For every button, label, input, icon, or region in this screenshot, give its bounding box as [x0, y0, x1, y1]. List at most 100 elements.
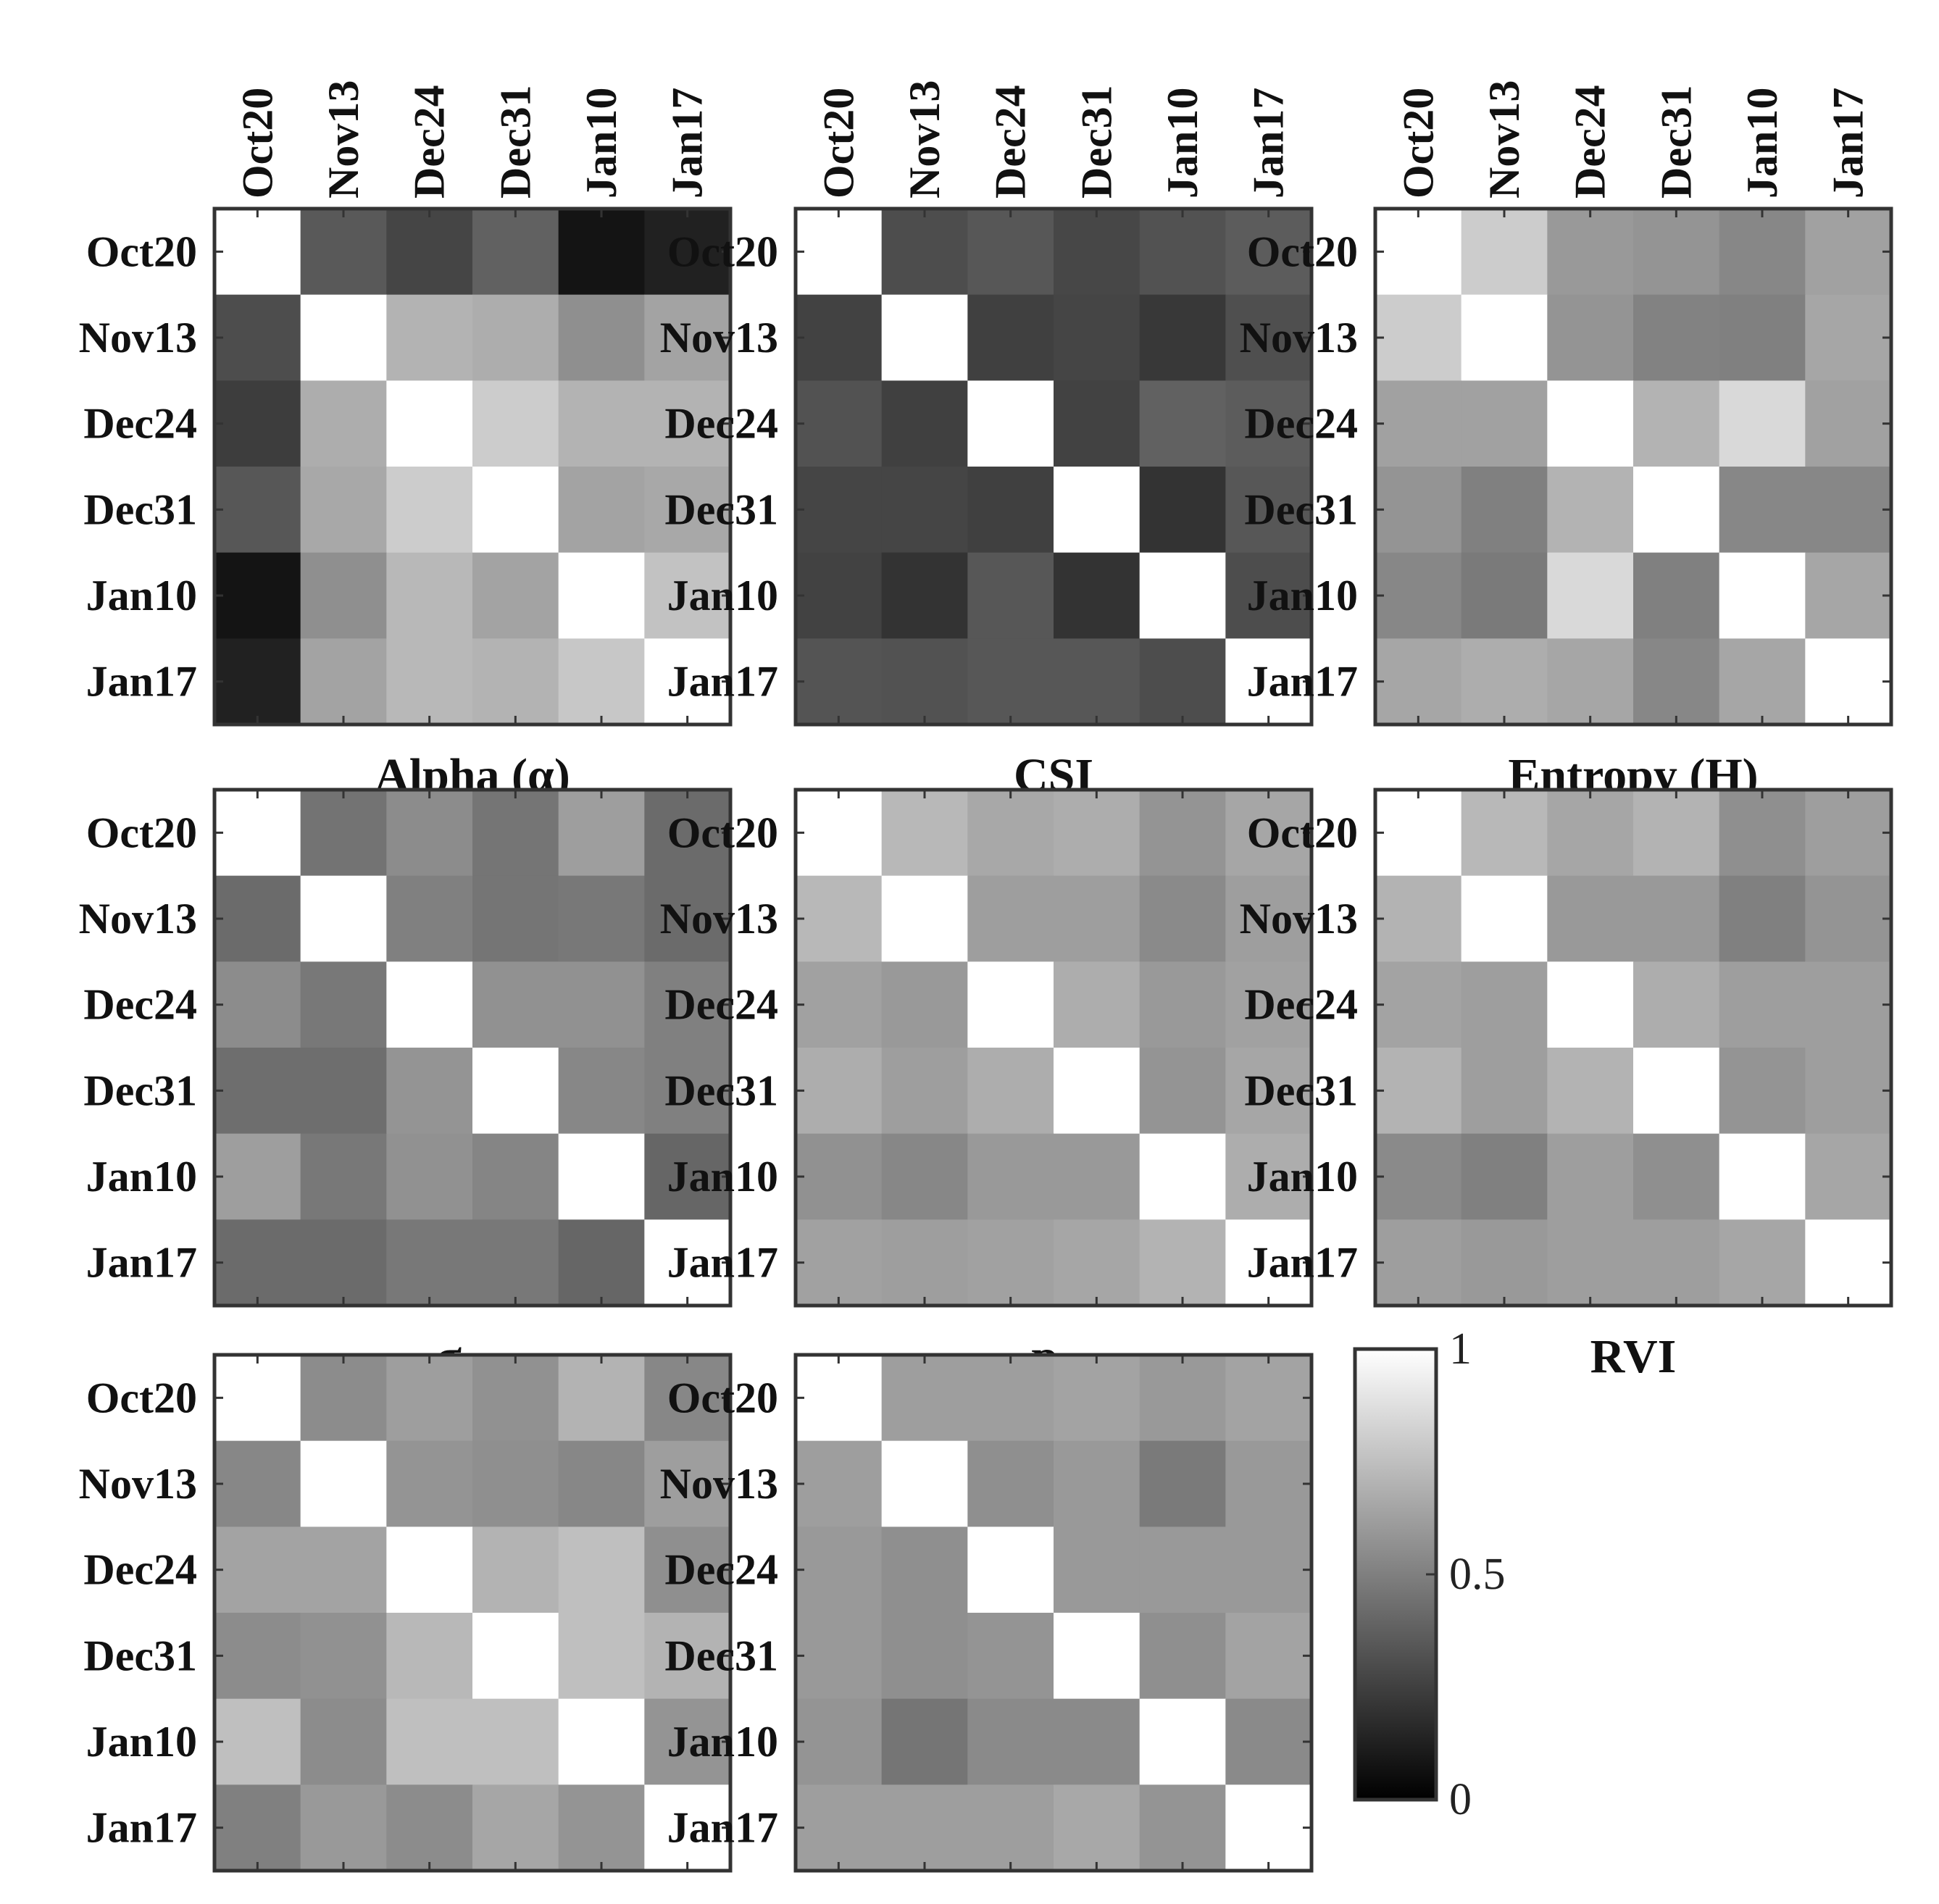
heatmap-cell — [1054, 1219, 1141, 1306]
heatmap-cell — [644, 1048, 731, 1135]
heatmap-cell — [1054, 1784, 1141, 1871]
panel-frame — [793, 1353, 1314, 1873]
heatmap-cell — [386, 1133, 473, 1220]
y-tick-label: Dec24 — [1244, 400, 1358, 448]
heatmap-cell — [796, 1698, 883, 1785]
heatmap-panel: Oct20Nov13Dec24Dec31Jan10Jan17ph — [660, 788, 1314, 1390]
heatmap-cell — [1139, 638, 1226, 725]
heatmap-cell — [1633, 1133, 1720, 1220]
heatmap-cell — [1375, 961, 1462, 1048]
heatmap-cell — [1225, 1698, 1312, 1785]
heatmap-cell — [1225, 209, 1312, 296]
heatmap-cell — [472, 1048, 559, 1135]
heatmap-cell — [558, 1133, 645, 1220]
heatmap-cell — [1805, 961, 1892, 1048]
heatmap-cell — [214, 1698, 301, 1785]
x-tick-label: Jan17 — [664, 88, 712, 199]
heatmap-cell — [881, 552, 968, 639]
heatmap-cell — [796, 467, 883, 554]
y-tick-label: Oct20 — [667, 1374, 778, 1421]
heatmap-cell — [1461, 875, 1548, 962]
heatmap-cell — [558, 875, 645, 962]
heatmap-cell — [967, 1527, 1054, 1613]
heatmap-cell — [386, 875, 473, 962]
heatmap-cell — [558, 1784, 645, 1871]
y-tick-label: Dec31 — [1244, 1066, 1358, 1114]
heatmap-cell — [558, 552, 645, 639]
y-tick-label: Dec24 — [83, 981, 197, 1029]
heatmap-cell — [558, 209, 645, 296]
heatmap-cell — [1461, 961, 1548, 1048]
x-tick-label: Dec24 — [1567, 85, 1614, 199]
heatmap-cell — [1547, 1048, 1634, 1135]
heatmap-cell — [1805, 638, 1892, 725]
heatmap-cell — [1375, 875, 1462, 962]
heatmap-cell — [1375, 1048, 1462, 1135]
heatmap-cell — [644, 1613, 731, 1700]
heatmap-cell — [881, 1613, 968, 1700]
heatmap-cell — [881, 209, 968, 296]
colorbar-tick-label: 0 — [1449, 1775, 1472, 1824]
heatmap-cell — [1139, 875, 1226, 962]
panels-layer: Oct20 Nov13 Dec24 Dec31 Jan10 Jan17 Oct20 Nov13… — [79, 80, 1893, 1904]
heatmap-cell — [1547, 638, 1634, 725]
heatmap-cell — [558, 467, 645, 554]
heatmap-cell — [1719, 790, 1806, 877]
heatmap-cell — [1054, 467, 1141, 554]
y-tick-label: Dec24 — [664, 1546, 778, 1594]
heatmap-cell — [967, 961, 1054, 1048]
heatmap-cell — [1375, 552, 1462, 639]
heatmap-cell — [1054, 1440, 1141, 1527]
heatmap-cell — [1633, 961, 1720, 1048]
x-tick-label: Oct20 — [814, 88, 862, 199]
y-tick-label: Jan17 — [86, 1804, 197, 1852]
heatmap-cell — [1461, 1219, 1548, 1306]
y-tick-label: Oct20 — [667, 809, 778, 856]
y-tick-label: Nov13 — [660, 1460, 778, 1508]
heatmap-cell — [1375, 1219, 1462, 1306]
heatmap-cell — [1139, 1219, 1226, 1306]
heatmap-cell — [1633, 467, 1720, 554]
heatmap-cell — [386, 638, 473, 725]
heatmap-cell — [300, 1355, 387, 1442]
heatmap-cell — [1054, 1355, 1141, 1442]
heatmap-cell — [1805, 209, 1892, 296]
heatmap-cell — [881, 1355, 968, 1442]
heatmap-cell — [300, 467, 387, 554]
heatmap-cell — [214, 1355, 301, 1442]
y-tick-label: Nov13 — [79, 1460, 197, 1508]
heatmap-cell — [558, 1440, 645, 1527]
panel-frame — [1373, 788, 1893, 1308]
y-tick-label: Oct20 — [667, 227, 778, 275]
heatmap-cell — [1633, 380, 1720, 467]
heatmap-cell — [1225, 1133, 1312, 1220]
heatmap-cell — [1805, 467, 1892, 554]
heatmap-cell — [214, 638, 301, 725]
heatmap-cell — [1139, 1133, 1226, 1220]
panel-title: γvol — [440, 1895, 504, 1904]
heatmap-cell — [1139, 467, 1226, 554]
heatmap-cell — [214, 1219, 301, 1306]
heatmap-cell — [1054, 380, 1141, 467]
heatmap-cell — [1633, 638, 1720, 725]
heatmap-cell — [644, 1133, 731, 1220]
heatmap-cell — [644, 1698, 731, 1785]
heatmap-panel: Oct20 Nov13 Dec24 Dec31 Jan10 Jan17 γvol — [79, 1353, 733, 1904]
heatmap-cell — [1633, 1048, 1720, 1135]
heatmap-cell — [386, 961, 473, 1048]
heatmap-cell — [881, 638, 968, 725]
heatmap-cell — [214, 552, 301, 639]
heatmap-cell — [300, 875, 387, 962]
heatmap-cell — [796, 552, 883, 639]
heatmap-cell — [472, 1219, 559, 1306]
heatmap-cell — [1719, 380, 1806, 467]
heatmap-cell — [1225, 1527, 1312, 1613]
y-tick-label: Dec31 — [83, 1632, 197, 1679]
x-tick-label: Jan10 — [1159, 88, 1206, 199]
heatmap-cell — [472, 638, 559, 725]
heatmap-cell — [1225, 875, 1312, 962]
heatmap-cell — [1719, 467, 1806, 554]
heatmap-cell — [558, 638, 645, 725]
heatmap-cell — [386, 1440, 473, 1527]
heatmap-cell — [1054, 209, 1141, 296]
